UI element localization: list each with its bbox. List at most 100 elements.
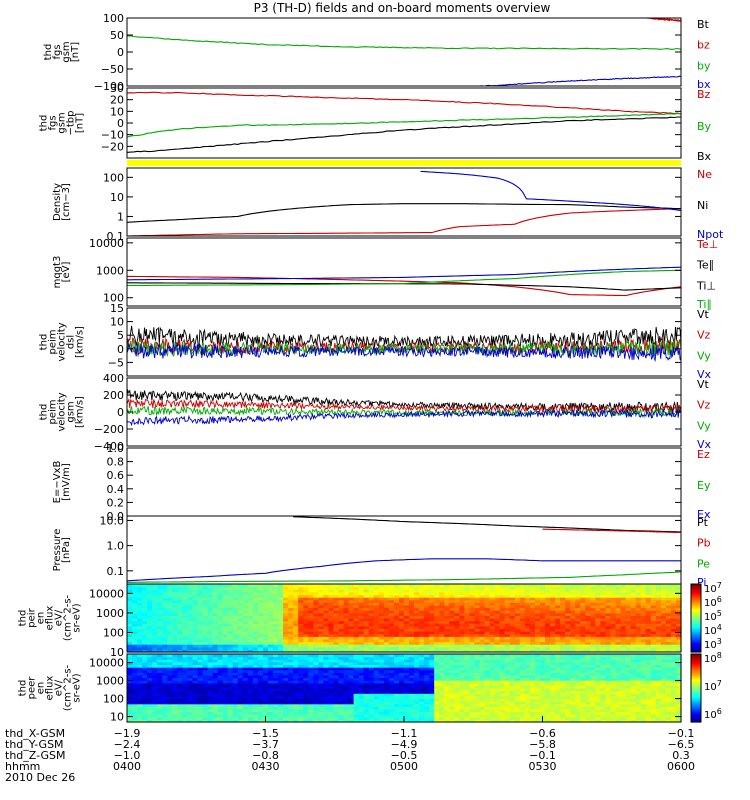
spectrogram-cell	[303, 638, 309, 643]
spectrogram-cell	[404, 597, 410, 601]
spectrogram-cell	[610, 612, 617, 616]
spectrogram-cell	[303, 625, 309, 629]
spectrogram-cell	[409, 631, 415, 635]
spectrogram-cell	[399, 674, 405, 679]
spectrogram-cell	[419, 685, 425, 689]
spectrogram-cell	[464, 644, 470, 648]
spectrogram-cell	[383, 682, 390, 686]
spectrogram-cell	[388, 716, 395, 720]
spectrogram-cell	[454, 597, 460, 601]
spectrogram-cell	[439, 612, 445, 616]
spectrogram-cell	[499, 649, 506, 653]
spectrogram-cell	[419, 701, 425, 705]
spectrogram-cell	[378, 602, 385, 606]
spectrogram-cell	[560, 628, 566, 632]
spectrogram-cell	[323, 664, 329, 668]
spectrogram-cell	[268, 716, 274, 720]
spectrogram-cell	[414, 646, 420, 650]
spectrogram-cell	[212, 641, 219, 645]
spectrogram-cell	[353, 623, 360, 627]
spectrogram-cell	[197, 680, 204, 684]
spectrogram-cell	[273, 664, 279, 668]
spectrogram-cell	[469, 607, 476, 611]
spectrogram-cell	[308, 584, 314, 588]
spectrogram-cell	[434, 656, 440, 660]
spectrogram-cell	[524, 641, 531, 645]
spectrogram-cell	[318, 698, 324, 702]
spectrogram-cell	[409, 597, 415, 601]
spectrogram-cell	[167, 661, 173, 665]
spectrogram-cell	[162, 680, 168, 684]
spectrogram-cell	[273, 685, 279, 689]
spectrogram-cell	[212, 594, 219, 598]
spectrogram-cell	[348, 618, 355, 622]
spectrogram-cell	[424, 701, 430, 705]
spectrogram-cell	[590, 618, 596, 622]
spectrogram-cell	[283, 599, 289, 603]
spectrogram-cell	[167, 688, 173, 692]
spectrogram-cell	[263, 677, 269, 681]
spectrogram-cell	[605, 615, 612, 619]
spectrogram-cell	[308, 664, 314, 668]
spectrogram-cell	[263, 628, 269, 632]
panel-frame	[126, 237, 682, 307]
spectrogram-cell	[439, 677, 445, 681]
spectrogram-cell	[182, 638, 188, 643]
spectrogram-cell	[479, 685, 486, 689]
spectrogram-cell	[127, 716, 133, 720]
spectrogram-cell	[514, 599, 521, 603]
spectrogram-cell	[434, 623, 440, 627]
spectrogram-cell	[313, 615, 319, 619]
spectrogram-cell	[147, 625, 153, 629]
spectrogram-cell	[232, 672, 239, 676]
spectrogram-cell	[338, 646, 345, 650]
spectrogram-cell	[132, 664, 138, 668]
spectrogram-cell	[333, 584, 340, 588]
spectrogram-cell	[308, 669, 314, 673]
legend-entry: by	[697, 59, 711, 72]
panel-frame	[126, 583, 682, 653]
spectrogram-cell	[323, 661, 329, 665]
spectrogram-cell	[232, 584, 239, 588]
spectrogram-cell	[298, 623, 304, 627]
spectrogram-cell	[590, 644, 596, 648]
legend-entry: Npot	[697, 228, 724, 241]
spectrogram-cell	[182, 672, 188, 676]
series-Vt-line	[127, 388, 681, 414]
spectrogram-cell	[137, 618, 143, 622]
spectrogram-cell	[404, 586, 410, 590]
spectrogram-cell	[665, 589, 672, 593]
spectrogram-cell	[333, 711, 340, 715]
spectrogram-cell	[600, 615, 606, 619]
spectrogram-cell	[454, 633, 460, 637]
spectrogram-cell	[182, 656, 188, 660]
spectrogram-cell	[333, 690, 340, 694]
spectrogram-cell	[419, 661, 425, 665]
y-tick-label: 0.8	[107, 456, 125, 469]
spectrogram-cell	[404, 589, 410, 593]
spectrogram-cell	[620, 610, 627, 614]
spectrogram-cell	[197, 664, 204, 668]
spectrogram-cell	[560, 594, 566, 598]
spectrogram-cell	[333, 607, 340, 611]
spectrogram-cell	[404, 680, 410, 684]
spectrogram-cell	[147, 672, 153, 676]
spectrogram-cell	[313, 607, 319, 611]
spectrogram-cell	[378, 620, 385, 624]
spectrogram-cell	[152, 706, 158, 710]
spectrogram-cell	[197, 612, 204, 616]
spectrogram-cell	[252, 703, 259, 707]
spectrogram-cell	[187, 677, 193, 681]
spectrogram-cell	[157, 693, 163, 697]
spectrogram-cell	[424, 644, 430, 648]
spectrogram-cell	[429, 674, 435, 679]
spectrogram-cell	[494, 625, 501, 629]
spectrogram-cell	[323, 636, 329, 640]
spectrogram-cell	[378, 669, 385, 673]
spectrogram-cell	[484, 589, 491, 593]
spectrogram-cell	[378, 680, 385, 684]
spectrogram-cell	[132, 638, 138, 643]
spectrogram-cell	[399, 631, 405, 635]
spectrogram-cell	[268, 584, 274, 588]
